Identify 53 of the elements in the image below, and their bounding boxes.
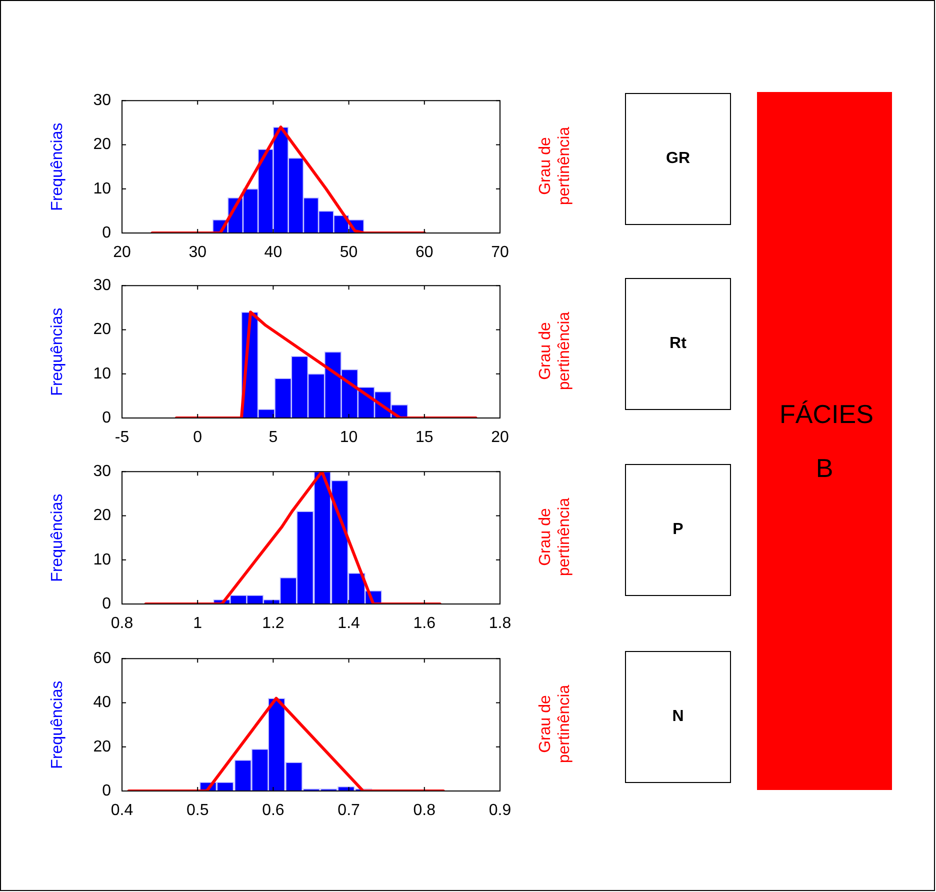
- y-tick-label: 20: [93, 738, 112, 756]
- x-tick-label: 1.2: [262, 615, 284, 632]
- y-tick-label: 60: [93, 650, 112, 668]
- y-tick-label: 20: [93, 507, 112, 524]
- x-tick-label: 0.8: [413, 802, 436, 820]
- x-tick-label: 0.4: [110, 802, 134, 820]
- x-tick-label: 0.7: [338, 802, 360, 820]
- y-tick-label: 0: [102, 595, 112, 612]
- x-tick-label: 15: [416, 429, 434, 446]
- y-axis-title: Frequências: [49, 122, 66, 211]
- x-tick-label: 60: [416, 244, 434, 262]
- text: FÁCIES B: [780, 398, 874, 485]
- y-tick-label: 40: [93, 694, 112, 712]
- y-axis-title: Frequências: [49, 680, 66, 769]
- y-tick-label: 10: [93, 551, 112, 568]
- y-tick-label: 10: [93, 180, 112, 198]
- x-tick-label: 1.4: [338, 615, 360, 632]
- y-axis-title: Frequências: [49, 308, 66, 396]
- x-tick-label: 0.5: [186, 802, 209, 820]
- text: Rt: [625, 278, 731, 410]
- y-tick-label: 30: [93, 92, 112, 110]
- x-tick-label: 0: [193, 429, 202, 446]
- text: P: [625, 464, 731, 596]
- x-tick-label: 20: [113, 244, 131, 262]
- y-tick-label: 0: [102, 224, 112, 242]
- y-tick-label: 0: [102, 782, 112, 800]
- y-tick-label: 30: [93, 463, 112, 480]
- y-tick-label: 20: [93, 321, 112, 338]
- x-tick-label: 50: [340, 244, 358, 262]
- x-tick-label: 0.9: [488, 802, 512, 820]
- x-tick-label: 0.8: [110, 615, 134, 632]
- text: GR: [625, 93, 731, 225]
- y2-axis-title: Grau de pertinência: [536, 496, 574, 578]
- x-tick-label: 5: [268, 429, 278, 446]
- x-tick-label: 10: [340, 429, 358, 446]
- x-tick-label: 70: [491, 244, 509, 262]
- y2-axis-title: Grau de pertinência: [536, 125, 574, 207]
- x-tick-label: 0.6: [262, 802, 284, 820]
- y2-axis-title: Grau de pertinência: [536, 683, 574, 765]
- y-axis-title: Frequências: [49, 494, 66, 582]
- x-tick-label: 20: [491, 429, 509, 446]
- x-tick-label: 1.8: [488, 615, 512, 632]
- y2-axis-title: Grau de pertinência: [536, 310, 574, 392]
- y-tick-label: 10: [93, 365, 112, 382]
- x-tick-label: 1: [193, 615, 202, 632]
- text: N: [625, 651, 731, 783]
- y-tick-label: 30: [93, 277, 112, 294]
- x-tick-label: 30: [188, 244, 207, 262]
- x-tick-label: -5: [114, 429, 130, 446]
- y-tick-label: 0: [102, 409, 112, 426]
- x-tick-label: 40: [264, 244, 282, 262]
- x-tick-label: 1.6: [413, 615, 436, 632]
- y-tick-label: 20: [93, 136, 112, 154]
